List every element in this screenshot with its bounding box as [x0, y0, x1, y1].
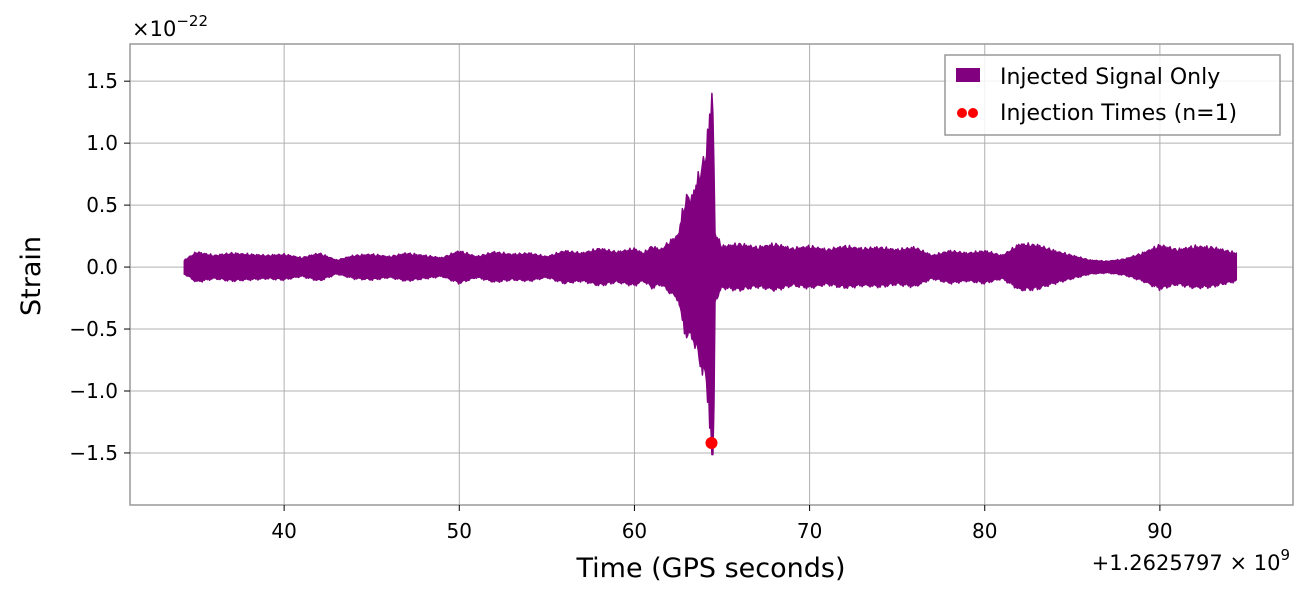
- x-tick-label: 60: [622, 519, 647, 543]
- legend-marker-injection-2: [968, 108, 978, 118]
- y-scale-label: ×10−22: [132, 12, 208, 41]
- x-tick-label: 70: [797, 519, 822, 543]
- legend-label-injection: Injection Times (n=1): [1000, 101, 1237, 126]
- injection-points: [705, 437, 718, 450]
- x-tick-label: 50: [447, 519, 472, 543]
- x-tick-label: 90: [1147, 519, 1172, 543]
- y-tick-label: 1.0: [86, 131, 118, 155]
- y-tick-label: 0.0: [86, 255, 118, 279]
- injection-point: [705, 437, 718, 450]
- x-axis-label: Time (GPS seconds): [575, 553, 845, 584]
- legend-label-signal: Injected Signal Only: [1000, 65, 1220, 90]
- y-tick-label: −1.0: [69, 379, 118, 403]
- legend-marker-injection-1: [957, 108, 967, 118]
- x-tick-label: 80: [972, 519, 997, 543]
- plot-frame: [129, 43, 1294, 506]
- x-tick-label: 40: [271, 519, 296, 543]
- legend-box: [944, 54, 1281, 136]
- y-axis-label: Strain: [16, 236, 47, 316]
- x-offset-label: +1.2625797 × 109: [1092, 546, 1290, 575]
- x-axis-ticks: 40 50 60 70 80 90: [271, 505, 1173, 543]
- signal-band: [183, 92, 1238, 456]
- y-tick-label: −0.5: [69, 317, 118, 341]
- legend-swatch-signal: [956, 68, 980, 82]
- y-axis-ticks: −1.5 −1.0 −0.5 0.0 0.5 1.0 1.5: [69, 69, 130, 465]
- y-tick-label: −1.5: [69, 441, 118, 465]
- signal-series: [183, 92, 1238, 456]
- y-tick-label: 0.5: [86, 193, 118, 217]
- y-tick-label: 1.5: [86, 69, 118, 93]
- legend: Injected Signal Only Injection Times (n=…: [944, 54, 1281, 136]
